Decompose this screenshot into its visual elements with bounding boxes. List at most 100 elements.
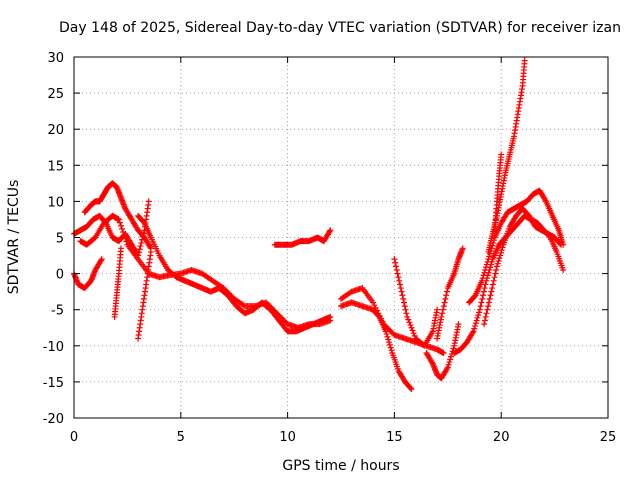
x-tick-label: 10 — [279, 430, 296, 445]
y-tick-label: 5 — [56, 232, 64, 247]
data-point-marker — [480, 292, 487, 299]
data-point-marker — [482, 264, 489, 271]
data-point-marker — [382, 322, 389, 329]
series-arc-18 — [491, 151, 505, 234]
data-point-marker — [147, 248, 154, 255]
series-arc-13 — [434, 245, 466, 342]
data-point-marker — [122, 235, 129, 242]
data-point-marker — [374, 307, 381, 314]
data-point-marker — [493, 266, 500, 273]
y-tick-label: 10 — [47, 195, 64, 210]
data-point-marker — [395, 274, 402, 281]
data-point-marker — [448, 353, 455, 360]
data-point-marker — [383, 323, 390, 330]
data-point-marker — [485, 256, 492, 263]
data-point-marker — [480, 272, 487, 279]
data-point-marker — [117, 245, 124, 252]
data-point-marker — [482, 281, 489, 288]
data-point-marker — [478, 299, 485, 306]
data-point-marker — [396, 277, 403, 284]
grid-lines — [74, 57, 608, 418]
series-arc-2 — [71, 256, 105, 292]
data-point-marker — [542, 197, 549, 204]
data-point-marker — [495, 257, 502, 264]
data-point-marker — [406, 319, 413, 326]
data-point-marker — [147, 243, 154, 250]
data-point-marker — [479, 295, 486, 302]
data-point-marker — [482, 313, 489, 320]
series-arc-7 — [135, 248, 154, 342]
data-point-marker — [120, 229, 127, 236]
data-point-marker — [397, 281, 404, 288]
data-point-marker — [499, 244, 506, 251]
data-point-marker — [474, 314, 481, 321]
y-tick-label: -20 — [43, 412, 64, 427]
data-point-marker — [408, 324, 415, 331]
y-tick-label: 20 — [47, 123, 64, 138]
data-point-marker — [371, 302, 378, 309]
data-point-marker — [378, 315, 385, 322]
data-point-marker — [410, 330, 417, 337]
data-point-marker — [489, 281, 496, 288]
data-point-marker — [394, 270, 401, 277]
data-point-marker — [387, 344, 394, 351]
y-axis-label: SDTVAR / TECUs — [6, 180, 22, 295]
data-point-marker — [240, 302, 247, 309]
data-point-marker — [443, 365, 450, 372]
data-point-marker — [477, 303, 484, 310]
data-point-marker — [408, 386, 415, 393]
data-point-marker — [385, 336, 392, 343]
data-point-marker — [479, 275, 486, 282]
data-point-marker — [116, 219, 123, 226]
x-tick-label: 15 — [386, 430, 403, 445]
data-point-marker — [492, 270, 499, 277]
y-tick-label: 15 — [47, 159, 64, 174]
data-point-marker — [487, 292, 494, 299]
data-point-marker — [441, 299, 448, 306]
data-point-marker — [115, 216, 122, 223]
data-point-marker — [393, 266, 400, 273]
y-tick-label: 25 — [47, 87, 64, 102]
data-point-marker — [401, 299, 408, 306]
data-point-marker — [434, 306, 441, 313]
series-arc-4 — [77, 212, 334, 331]
data-point-marker — [484, 306, 491, 313]
data-point-marker — [384, 325, 391, 332]
data-point-marker — [498, 151, 505, 158]
y-tick-label: -15 — [43, 376, 64, 391]
data-point-marker — [403, 310, 410, 317]
data-point-marker — [481, 321, 488, 328]
data-point-marker — [121, 232, 128, 239]
data-point-marker — [475, 312, 482, 319]
data-point-marker — [557, 240, 564, 247]
data-point-marker — [135, 249, 142, 256]
data-point-marker — [489, 285, 496, 292]
data-point-marker — [387, 327, 394, 334]
x-tick-label: 5 — [177, 430, 185, 445]
data-point-marker — [117, 222, 124, 229]
data-point-marker — [392, 259, 399, 266]
data-point-marker — [497, 249, 504, 256]
data-point-marker — [483, 261, 490, 268]
data-point-marker — [411, 332, 418, 339]
y-tick-label: 30 — [47, 51, 64, 66]
data-point-marker — [473, 317, 480, 324]
data-point-marker — [388, 329, 395, 336]
data-point-marker — [455, 321, 462, 328]
data-point-marker — [490, 277, 497, 284]
data-point-marker — [327, 313, 334, 320]
data-point-marker — [485, 303, 492, 310]
data-point-marker — [347, 289, 354, 296]
data-point-marker — [497, 252, 504, 259]
data-point-marker — [496, 255, 503, 262]
y-tick-label: -5 — [51, 304, 64, 319]
x-axis-label: GPS time / hours — [282, 458, 399, 474]
data-point-marker — [471, 325, 478, 332]
chart-title: Day 148 of 2025, Sidereal Day-to-day VTE… — [59, 20, 621, 36]
data-point-marker — [443, 288, 450, 295]
data-point-marker — [486, 253, 493, 260]
data-point-marker — [398, 288, 405, 295]
x-tick-label: 25 — [600, 430, 617, 445]
axis-ticks: 0 5 10 15 20 25 -20 -15 -10 -5 0 5 10 15 20 25 30 — [43, 51, 617, 445]
